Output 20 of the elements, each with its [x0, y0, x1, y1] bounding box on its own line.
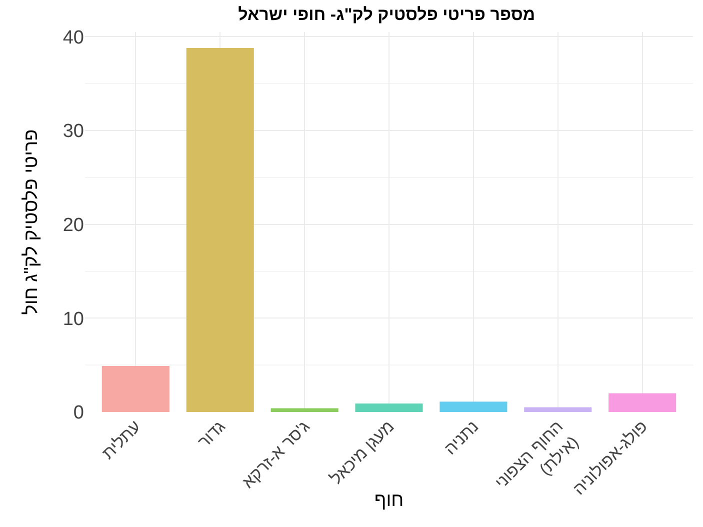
bar: [608, 393, 676, 412]
bar: [186, 48, 254, 412]
x-tick-label: ג'סר א-זרקא: [238, 416, 314, 492]
y-axis-title: פריטי פלסטיק לק"ג חול: [21, 129, 42, 315]
chart-title: מספר פריטי פלסטיק לק"ג- חופי ישראל: [238, 4, 536, 24]
bar: [524, 407, 592, 412]
y-tick-label: 20: [62, 215, 84, 236]
bar: [355, 404, 423, 412]
bar: [102, 366, 170, 412]
y-tick-label: 0: [73, 402, 84, 424]
bar: [440, 402, 508, 412]
x-tick-label: עתלית: [98, 416, 145, 463]
y-tick-label: 40: [62, 27, 84, 48]
x-tick-label: מעגן מיכאל: [326, 416, 398, 488]
x-axis-title: חוף: [374, 490, 404, 512]
y-tick-label: 10: [62, 308, 84, 330]
x-tick-label: גדור: [194, 416, 229, 452]
bar: [270, 408, 338, 412]
y-tick-label: 30: [62, 121, 84, 142]
x-tick-label: נתניה: [440, 416, 482, 458]
